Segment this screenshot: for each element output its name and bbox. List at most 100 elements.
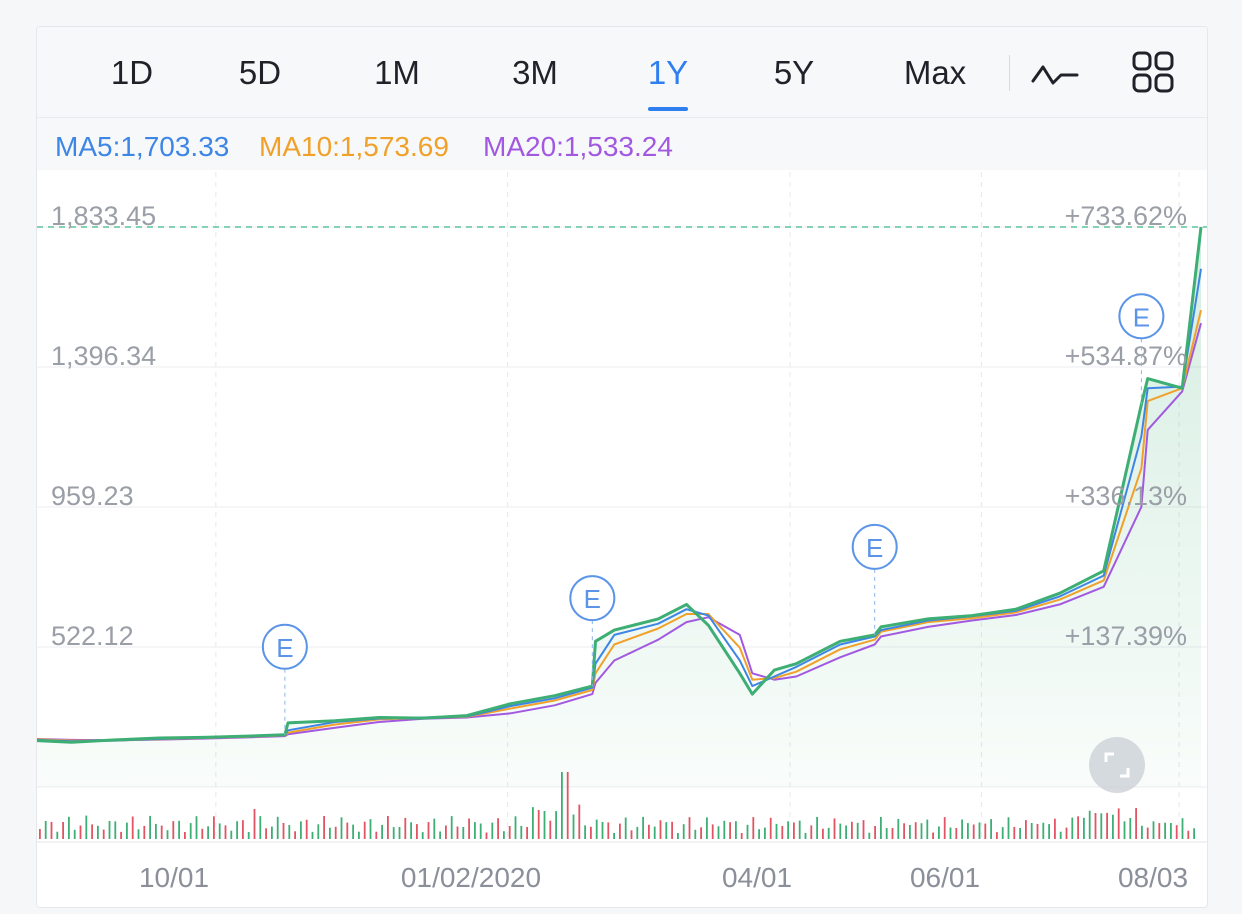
volume-bar	[1065, 827, 1068, 840]
volume-bar	[1025, 820, 1027, 839]
volume-bar	[1013, 826, 1016, 840]
volume-bar	[433, 818, 436, 839]
tab-1m[interactable]: 1M	[367, 49, 427, 97]
volume-bar	[740, 833, 743, 840]
volume-bar	[456, 826, 459, 839]
volume-bar	[926, 819, 929, 840]
volume-bar	[787, 821, 789, 840]
volume-bar	[897, 818, 900, 839]
volume-bar	[218, 823, 221, 839]
volume-bar	[294, 831, 296, 840]
volume-bar	[943, 817, 946, 839]
volume-bar	[1007, 817, 1010, 839]
volume-bar	[694, 829, 697, 840]
volume-bar	[259, 816, 262, 840]
volume-bars	[39, 772, 1195, 840]
volume-bar	[450, 816, 453, 839]
volume-bar	[648, 824, 650, 839]
volume-bar	[195, 816, 198, 839]
volume-bar	[1175, 825, 1178, 839]
volume-bar	[700, 827, 702, 839]
volume-bar	[207, 826, 209, 840]
axis-labels: 1,833.45 1,396.34 959.23 522.12 +733.62% +534…	[51, 201, 1188, 893]
tab-5y[interactable]: 5Y	[769, 49, 819, 97]
price-chart[interactable]: 1,833.45 1,396.34 959.23 522.12 +733.62% +534…	[37, 27, 1207, 907]
earnings-marker-icon	[569, 575, 616, 622]
volume-bar	[885, 828, 888, 840]
fullscreen-button[interactable]	[1089, 737, 1145, 793]
volume-bar	[97, 825, 99, 839]
volume-bar	[735, 821, 737, 840]
volume-bar	[369, 819, 372, 839]
volume-bar	[1048, 824, 1050, 839]
volume-bar	[189, 823, 192, 839]
tab-5d[interactable]: 5D	[235, 49, 285, 97]
volume-bar	[427, 822, 430, 839]
volume-bar	[282, 823, 285, 840]
volume-bar	[572, 814, 575, 839]
volume-bar	[352, 824, 354, 840]
volume-bar	[479, 823, 482, 839]
percent-tick-label: +534.87%	[1065, 341, 1187, 371]
tab-1y[interactable]: 1Y	[643, 49, 693, 111]
tab-max[interactable]: Max	[895, 49, 975, 97]
tab-3m[interactable]: 3M	[505, 49, 565, 97]
tab-1d[interactable]: 1D	[107, 49, 157, 97]
volume-bar	[1036, 823, 1039, 839]
volume-bar	[856, 822, 859, 840]
volume-bar	[39, 829, 41, 839]
volume-bar	[1129, 818, 1132, 840]
grid-icon[interactable]	[1129, 51, 1179, 95]
line-chart-icon[interactable]	[1031, 51, 1081, 95]
volume-bar	[804, 832, 807, 839]
volume-bar	[102, 829, 105, 840]
volume-bar	[764, 827, 766, 839]
fullscreen-button-bg	[1089, 737, 1145, 793]
volume-bar	[688, 817, 691, 839]
volume-bar	[120, 831, 122, 840]
volume-bar	[491, 822, 494, 840]
volume-bar	[775, 823, 778, 839]
volume-bar	[729, 822, 731, 839]
volume-bar	[126, 822, 128, 840]
volume-bar	[978, 822, 981, 840]
volume-bar	[1077, 816, 1079, 839]
volume-bar	[1146, 827, 1149, 840]
earnings-marker-icon	[261, 623, 308, 670]
fullscreen-icon	[1104, 752, 1130, 778]
volume-bar	[677, 833, 679, 840]
volume-bar	[659, 820, 662, 839]
price-area	[37, 227, 1201, 788]
volume-bar	[79, 825, 82, 840]
volume-bar	[653, 826, 656, 839]
volume-bar	[114, 821, 117, 839]
y-tick-label: 522.12	[51, 621, 134, 651]
volume-bar	[706, 817, 708, 840]
volume-bar	[891, 828, 894, 840]
volume-bar	[590, 826, 592, 839]
volume-bar	[166, 830, 169, 840]
volume-bar	[50, 822, 53, 839]
volume-bar	[485, 832, 488, 840]
volume-bar	[265, 828, 267, 840]
earnings-marker-icon	[851, 523, 898, 570]
volume-bar	[584, 825, 586, 840]
volume-bar	[184, 832, 186, 840]
volume-bar	[949, 827, 952, 840]
volume-bar	[213, 816, 215, 839]
volume-bar	[91, 824, 93, 839]
volume-bar	[630, 830, 633, 840]
volume-bar	[416, 824, 418, 840]
volume-bar	[363, 821, 366, 839]
volume-bar	[549, 820, 552, 839]
volume-bar	[288, 825, 291, 840]
volume-bar	[387, 816, 389, 839]
volume-bar	[392, 827, 395, 839]
y-tick-label: 1,833.45	[51, 201, 156, 231]
volume-bar	[938, 826, 940, 839]
volume-bar	[468, 818, 470, 840]
tab-label: 1M	[374, 54, 420, 91]
volume-bar	[862, 820, 865, 840]
volume-bar	[793, 822, 795, 840]
volume-bar	[149, 815, 151, 839]
